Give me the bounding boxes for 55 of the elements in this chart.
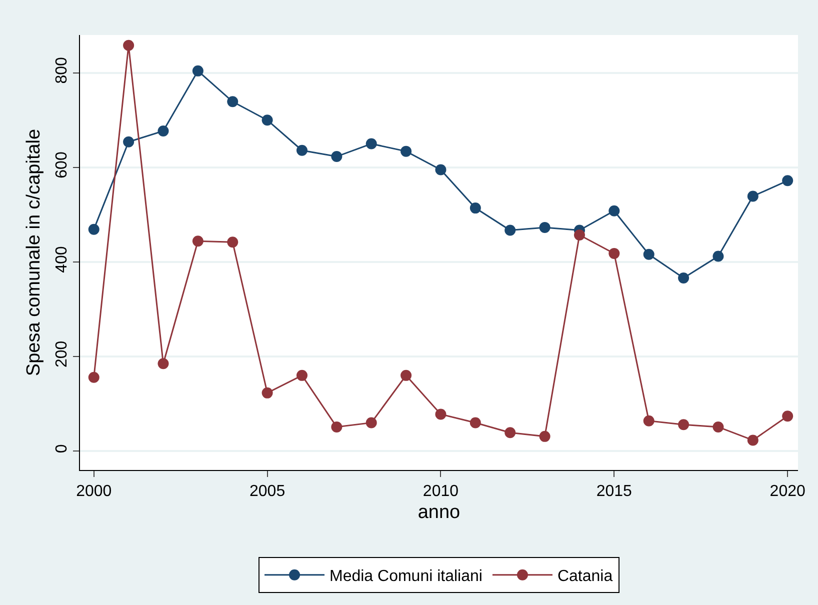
- point: [435, 164, 446, 176]
- point: [747, 190, 758, 202]
- legend-label: Media Comuni italiani: [330, 568, 482, 586]
- point: [192, 236, 204, 247]
- y-axis-title: Spesa comunale in c/capitale: [23, 128, 44, 376]
- point: [262, 387, 273, 398]
- point: [262, 114, 273, 126]
- point: [643, 248, 654, 260]
- point: [158, 125, 169, 136]
- point: [782, 410, 794, 422]
- y-tick-label: 600: [54, 152, 71, 178]
- y-tick-label: 0: [54, 444, 71, 454]
- point: [678, 419, 690, 430]
- point: [296, 370, 308, 381]
- point: [470, 202, 481, 214]
- y-tick-label: 400: [54, 246, 71, 273]
- point: [88, 372, 100, 383]
- point: [712, 421, 724, 432]
- y-tick-label: 800: [54, 56, 71, 84]
- point: [158, 358, 169, 370]
- point: [539, 430, 550, 442]
- point: [123, 136, 134, 148]
- point: [608, 248, 620, 259]
- x-tick-label: 2015: [596, 483, 632, 500]
- x-tick-label: 2010: [422, 483, 459, 500]
- point: [504, 427, 516, 438]
- point: [400, 146, 412, 157]
- point: [747, 434, 758, 446]
- point: [227, 96, 238, 108]
- point: [435, 408, 446, 420]
- point: [123, 40, 134, 51]
- point: [678, 272, 690, 284]
- point: [470, 417, 481, 428]
- point: [539, 222, 550, 233]
- y-tick-label: 200: [54, 340, 71, 368]
- point: [574, 230, 585, 241]
- point: [782, 175, 794, 186]
- point: [331, 421, 342, 432]
- point: [712, 250, 724, 262]
- x-tick-label: 2000: [76, 483, 112, 500]
- point: [88, 224, 100, 235]
- x-tick-label: 2020: [770, 483, 806, 500]
- point: [331, 151, 342, 162]
- point: [366, 417, 377, 428]
- point: [643, 415, 654, 426]
- point: [366, 138, 377, 150]
- point: [608, 205, 620, 216]
- point: [227, 236, 238, 248]
- x-axis-title: anno: [418, 502, 460, 523]
- point: [296, 144, 308, 156]
- point: [400, 370, 412, 381]
- point: [504, 224, 516, 236]
- legend-label: Catania: [557, 568, 613, 586]
- point: [192, 65, 204, 76]
- x-tick-label: 2005: [250, 483, 286, 500]
